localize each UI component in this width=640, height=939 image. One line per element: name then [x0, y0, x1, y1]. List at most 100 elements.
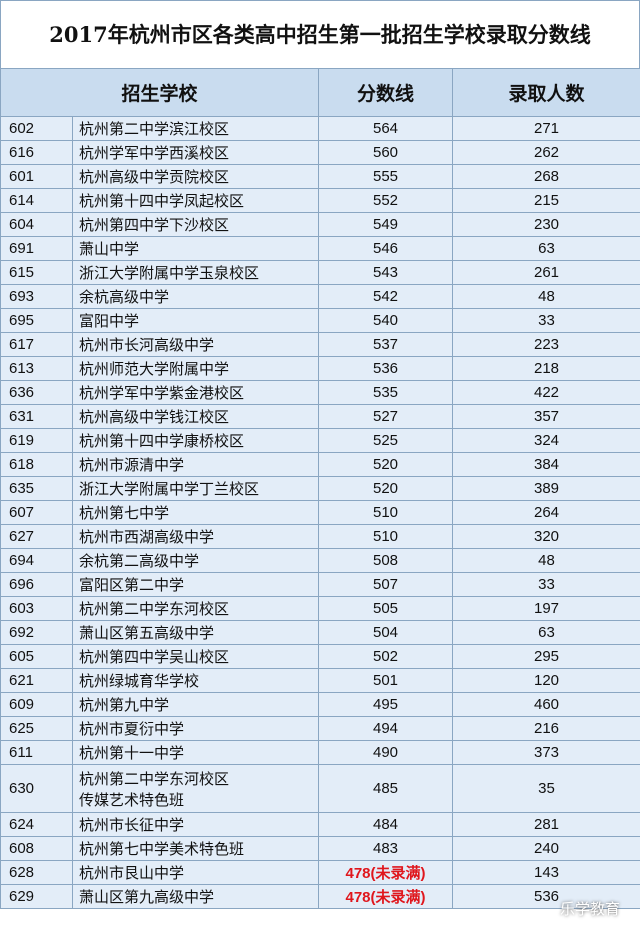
- school-cell: 杭州市源清中学: [71, 452, 320, 477]
- table-row: 631 杭州高级中学钱江校区 527 357: [0, 404, 640, 429]
- score-cell: 543: [318, 260, 454, 285]
- table-row: 602 杭州第二中学滨江校区 564 271: [0, 116, 640, 141]
- score-cell: 527: [318, 404, 454, 429]
- code-cell: 607: [0, 500, 73, 525]
- score-cell: 542: [318, 284, 454, 309]
- enrolled-cell: 324: [452, 428, 640, 453]
- score-cell: 552: [318, 188, 454, 213]
- code-cell: 608: [0, 836, 73, 861]
- code-cell: 692: [0, 620, 73, 645]
- score-cell: 546: [318, 236, 454, 261]
- score-cell: 555: [318, 164, 454, 189]
- school-line: 杭州第二中学东河校区: [79, 769, 230, 788]
- enrolled-cell: 268: [452, 164, 640, 189]
- enrolled-cell: 320: [452, 524, 640, 549]
- table-row: 636 杭州学军中学紫金港校区 535 422: [0, 380, 640, 405]
- school-cell: 杭州第二中学滨江校区: [71, 116, 320, 141]
- table-row: 604 杭州第四中学下沙校区 549 230: [0, 212, 640, 237]
- school-cell: 杭州高级中学钱江校区: [71, 404, 320, 429]
- score-table: 招生学校 分数线 录取人数 602 杭州第二中学滨江校区 564 271 616 杭州学军…: [0, 68, 640, 909]
- score-cell: 560: [318, 140, 454, 165]
- school-cell: 杭州绿城育华学校: [71, 668, 320, 693]
- score-cell: 478(未录满): [318, 860, 454, 885]
- code-cell: 618: [0, 452, 73, 477]
- table-row: 613 杭州师范大学附属中学 536 218: [0, 356, 640, 381]
- score-cell: 540: [318, 308, 454, 333]
- enrolled-cell: 48: [452, 284, 640, 309]
- code-cell: 636: [0, 380, 73, 405]
- school-cell: 杭州第十四中学凤起校区: [71, 188, 320, 213]
- school-cell: 萧山区第九高级中学: [71, 884, 320, 909]
- school-cell: 杭州市长征中学: [71, 812, 320, 837]
- table-row: 694 余杭第二高级中学 508 48: [0, 548, 640, 573]
- enrolled-cell: 230: [452, 212, 640, 237]
- code-cell: 631: [0, 404, 73, 429]
- code-cell: 621: [0, 668, 73, 693]
- title: 2017年杭州市区各类高中招生第一批招生学校录取分数线: [0, 0, 640, 68]
- table-row: 603 杭州第二中学东河校区 505 197: [0, 596, 640, 621]
- enrolled-cell: 373: [452, 740, 640, 765]
- enrolled-cell: 422: [452, 380, 640, 405]
- school-cell: 杭州市夏衍中学: [71, 716, 320, 741]
- score-cell: 549: [318, 212, 454, 237]
- school-cell: 富阳区第二中学: [71, 572, 320, 597]
- enrolled-cell: 48: [452, 548, 640, 573]
- enrolled-cell: 357: [452, 404, 640, 429]
- enrolled-cell: 33: [452, 572, 640, 597]
- code-cell: 611: [0, 740, 73, 765]
- table-row: 630 杭州第二中学东河校区 传媒艺术特色班 485 35: [0, 764, 640, 813]
- score-cell: 520: [318, 476, 454, 501]
- enrolled-cell: 264: [452, 500, 640, 525]
- enrolled-cell: 143: [452, 860, 640, 885]
- table-row: 607 杭州第七中学 510 264: [0, 500, 640, 525]
- school-cell: 杭州第四中学下沙校区: [71, 212, 320, 237]
- enrolled-cell: 218: [452, 356, 640, 381]
- score-cell: 520: [318, 452, 454, 477]
- code-cell: 615: [0, 260, 73, 285]
- table-row: 611 杭州第十一中学 490 373: [0, 740, 640, 765]
- code-cell: 696: [0, 572, 73, 597]
- code-cell: 625: [0, 716, 73, 741]
- school-cell: 杭州第七中学美术特色班: [71, 836, 320, 861]
- header-cell: 录取人数: [452, 68, 640, 117]
- school-cell: 杭州市艮山中学: [71, 860, 320, 885]
- enrolled-cell: 240: [452, 836, 640, 861]
- code-cell: 619: [0, 428, 73, 453]
- table-row: 601 杭州高级中学贡院校区 555 268: [0, 164, 640, 189]
- enrolled-cell: 384: [452, 452, 640, 477]
- score-cell: 505: [318, 596, 454, 621]
- school-cell: 杭州市西湖高级中学: [71, 524, 320, 549]
- enrolled-cell: 536: [452, 884, 640, 909]
- score-cell: 485: [318, 764, 454, 813]
- enrolled-cell: 389: [452, 476, 640, 501]
- school-cell: 杭州第四中学吴山校区: [71, 644, 320, 669]
- table-row: 695 富阳中学 540 33: [0, 308, 640, 333]
- enrolled-cell: 35: [452, 764, 640, 813]
- score-cell: 484: [318, 812, 454, 837]
- code-cell: 613: [0, 356, 73, 381]
- enrolled-cell: 295: [452, 644, 640, 669]
- table-row: 618 杭州市源清中学 520 384: [0, 452, 640, 477]
- header-row: 招生学校 分数线 录取人数: [0, 68, 640, 117]
- code-cell: 605: [0, 644, 73, 669]
- score-cell: 510: [318, 524, 454, 549]
- table-row: 627 杭州市西湖高级中学 510 320: [0, 524, 640, 549]
- code-cell: 624: [0, 812, 73, 837]
- enrolled-cell: 261: [452, 260, 640, 285]
- score-cell: 564: [318, 116, 454, 141]
- enrolled-cell: 33: [452, 308, 640, 333]
- school-cell: 杭州学军中学紫金港校区: [71, 380, 320, 405]
- score-cell: 494: [318, 716, 454, 741]
- table-row: 609 杭州第九中学 495 460: [0, 692, 640, 717]
- table-body: 602 杭州第二中学滨江校区 564 271 616 杭州学军中学西溪校区 560 262 60…: [0, 116, 640, 909]
- code-cell: 601: [0, 164, 73, 189]
- school-cell: 余杭第二高级中学: [71, 548, 320, 573]
- school-cell: 萧山中学: [71, 236, 320, 261]
- code-cell: 627: [0, 524, 73, 549]
- score-cell: 537: [318, 332, 454, 357]
- score-cell: 536: [318, 356, 454, 381]
- enrolled-cell: 215: [452, 188, 640, 213]
- enrolled-cell: 223: [452, 332, 640, 357]
- score-cell: 508: [318, 548, 454, 573]
